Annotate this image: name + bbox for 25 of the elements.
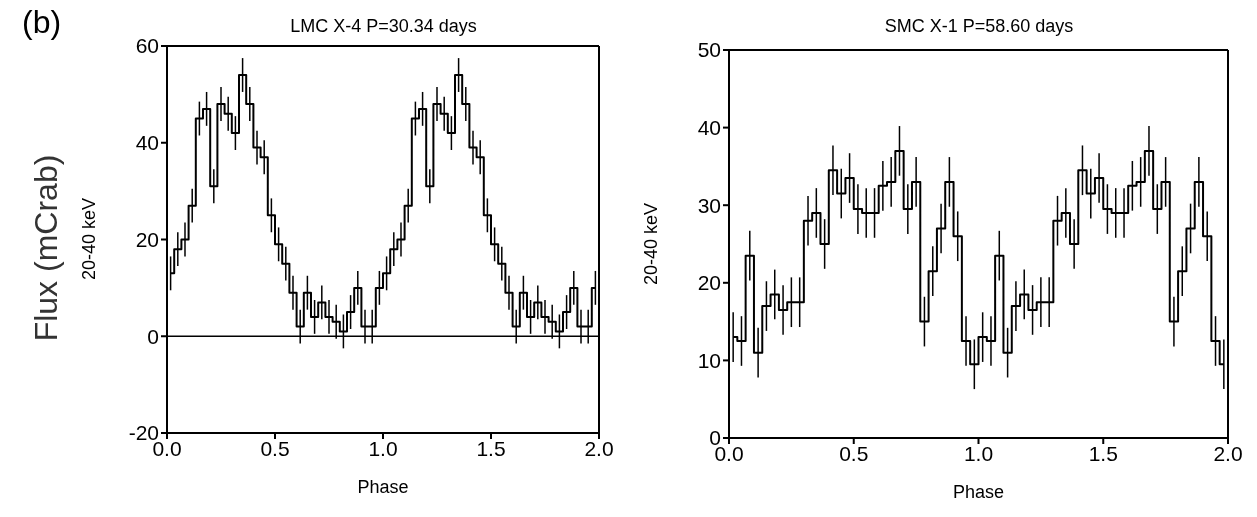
x-axis-title: Phase (357, 477, 409, 497)
x-tick-label: 0.5 (260, 436, 290, 460)
x-tick-label: 0.5 (839, 441, 869, 465)
x-tick-label: 1.0 (368, 436, 398, 460)
y-tick-label: 20 (697, 271, 721, 295)
y-tick-label: 40 (135, 131, 159, 155)
y-tick-label: 0 (147, 324, 159, 348)
y-tick-label: 10 (697, 348, 721, 372)
y-tick-label: 20 (135, 227, 159, 251)
chart-title: SMC X-1 P=58.60 days (883, 16, 1075, 37)
chart-title: LMC X-4 P=30.34 days (289, 16, 478, 37)
x-tick-label: 2.0 (1213, 441, 1243, 465)
y-tick-label: 60 (135, 34, 159, 58)
x-tick-label: 2.0 (584, 436, 614, 460)
y-axis-title: 20-40 keV (640, 202, 662, 285)
y-tick-label: 50 (697, 38, 721, 62)
x-tick-label: 1.5 (476, 436, 506, 460)
text: Flux (mCrab) (27, 154, 65, 342)
text: (b) (22, 4, 62, 41)
y-tick-label: 40 (697, 116, 721, 140)
y-tick-label: 30 (697, 193, 721, 217)
x-tick-label: 1.5 (1088, 441, 1118, 465)
x-tick-label: 1.0 (963, 441, 994, 465)
x-axis-title: Phase (952, 482, 1005, 502)
y-axis-title: 20-40 keV (78, 197, 100, 281)
